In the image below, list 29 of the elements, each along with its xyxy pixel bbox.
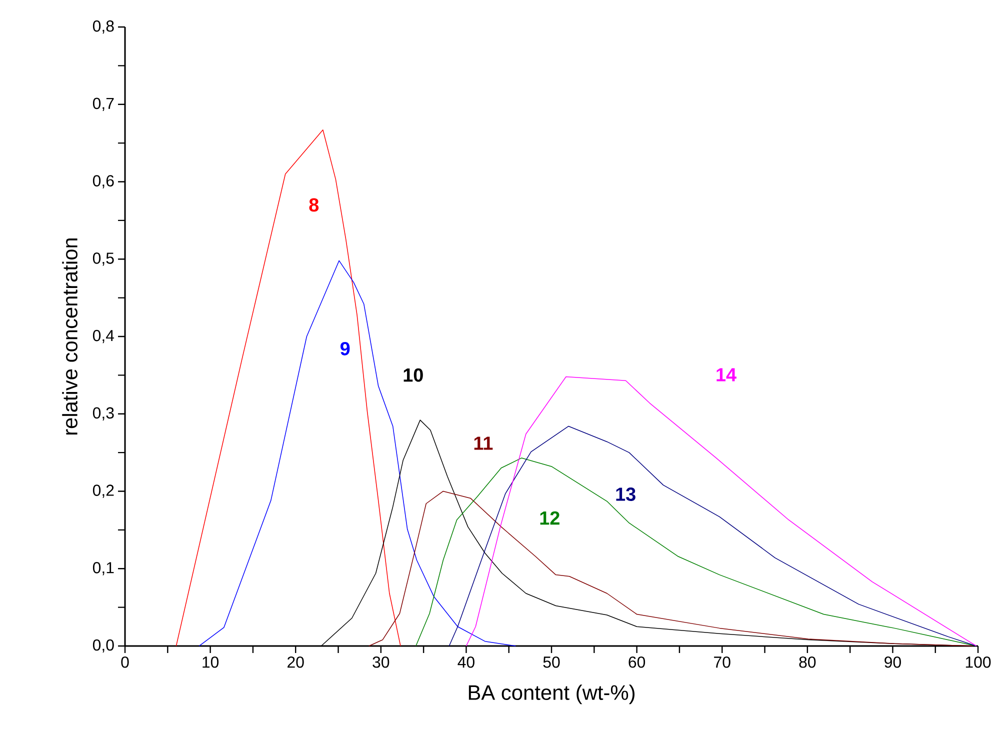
- y-tick-label: 0,8: [92, 20, 114, 34]
- text: 10: [404, 368, 423, 382]
- x-tick-label: 80: [799, 656, 816, 668]
- x-tick-label: 50: [543, 656, 560, 668]
- x-tick-label: 90: [884, 656, 901, 668]
- series-label: 9: [340, 342, 350, 356]
- series-label: 13: [616, 488, 636, 501]
- x-tick-label: 60: [628, 656, 646, 668]
- y-tick-label: 0,0: [92, 639, 114, 653]
- x-tick-label: 0: [121, 656, 129, 668]
- x-tick-label: 40: [458, 656, 474, 668]
- y-tick-label: 0,5: [92, 252, 114, 266]
- y-tick-label: 0,6: [92, 175, 114, 188]
- x-axis-title: BA content (wt-%): [468, 684, 634, 704]
- x-tick-label: 20: [288, 656, 304, 668]
- x-tick-label: 70: [714, 656, 730, 668]
- x-tick-label: 100: [966, 656, 991, 668]
- series-label: 12: [540, 511, 560, 525]
- text: 11: [474, 436, 493, 450]
- x-tick-label: 10: [202, 656, 219, 668]
- text: 14: [716, 368, 736, 382]
- y-tick-label: 0,1: [92, 562, 114, 576]
- y-tick-label: 0,2: [92, 484, 114, 498]
- y-tick-label: 0,4: [92, 330, 114, 344]
- series-label: 8: [309, 198, 319, 212]
- y-axis-title: relative concentration: [62, 238, 78, 435]
- x-tick-label: 30: [372, 656, 390, 668]
- y-tick-label: 0,3: [92, 407, 114, 420]
- y-tick-label: 0,7: [92, 98, 114, 111]
